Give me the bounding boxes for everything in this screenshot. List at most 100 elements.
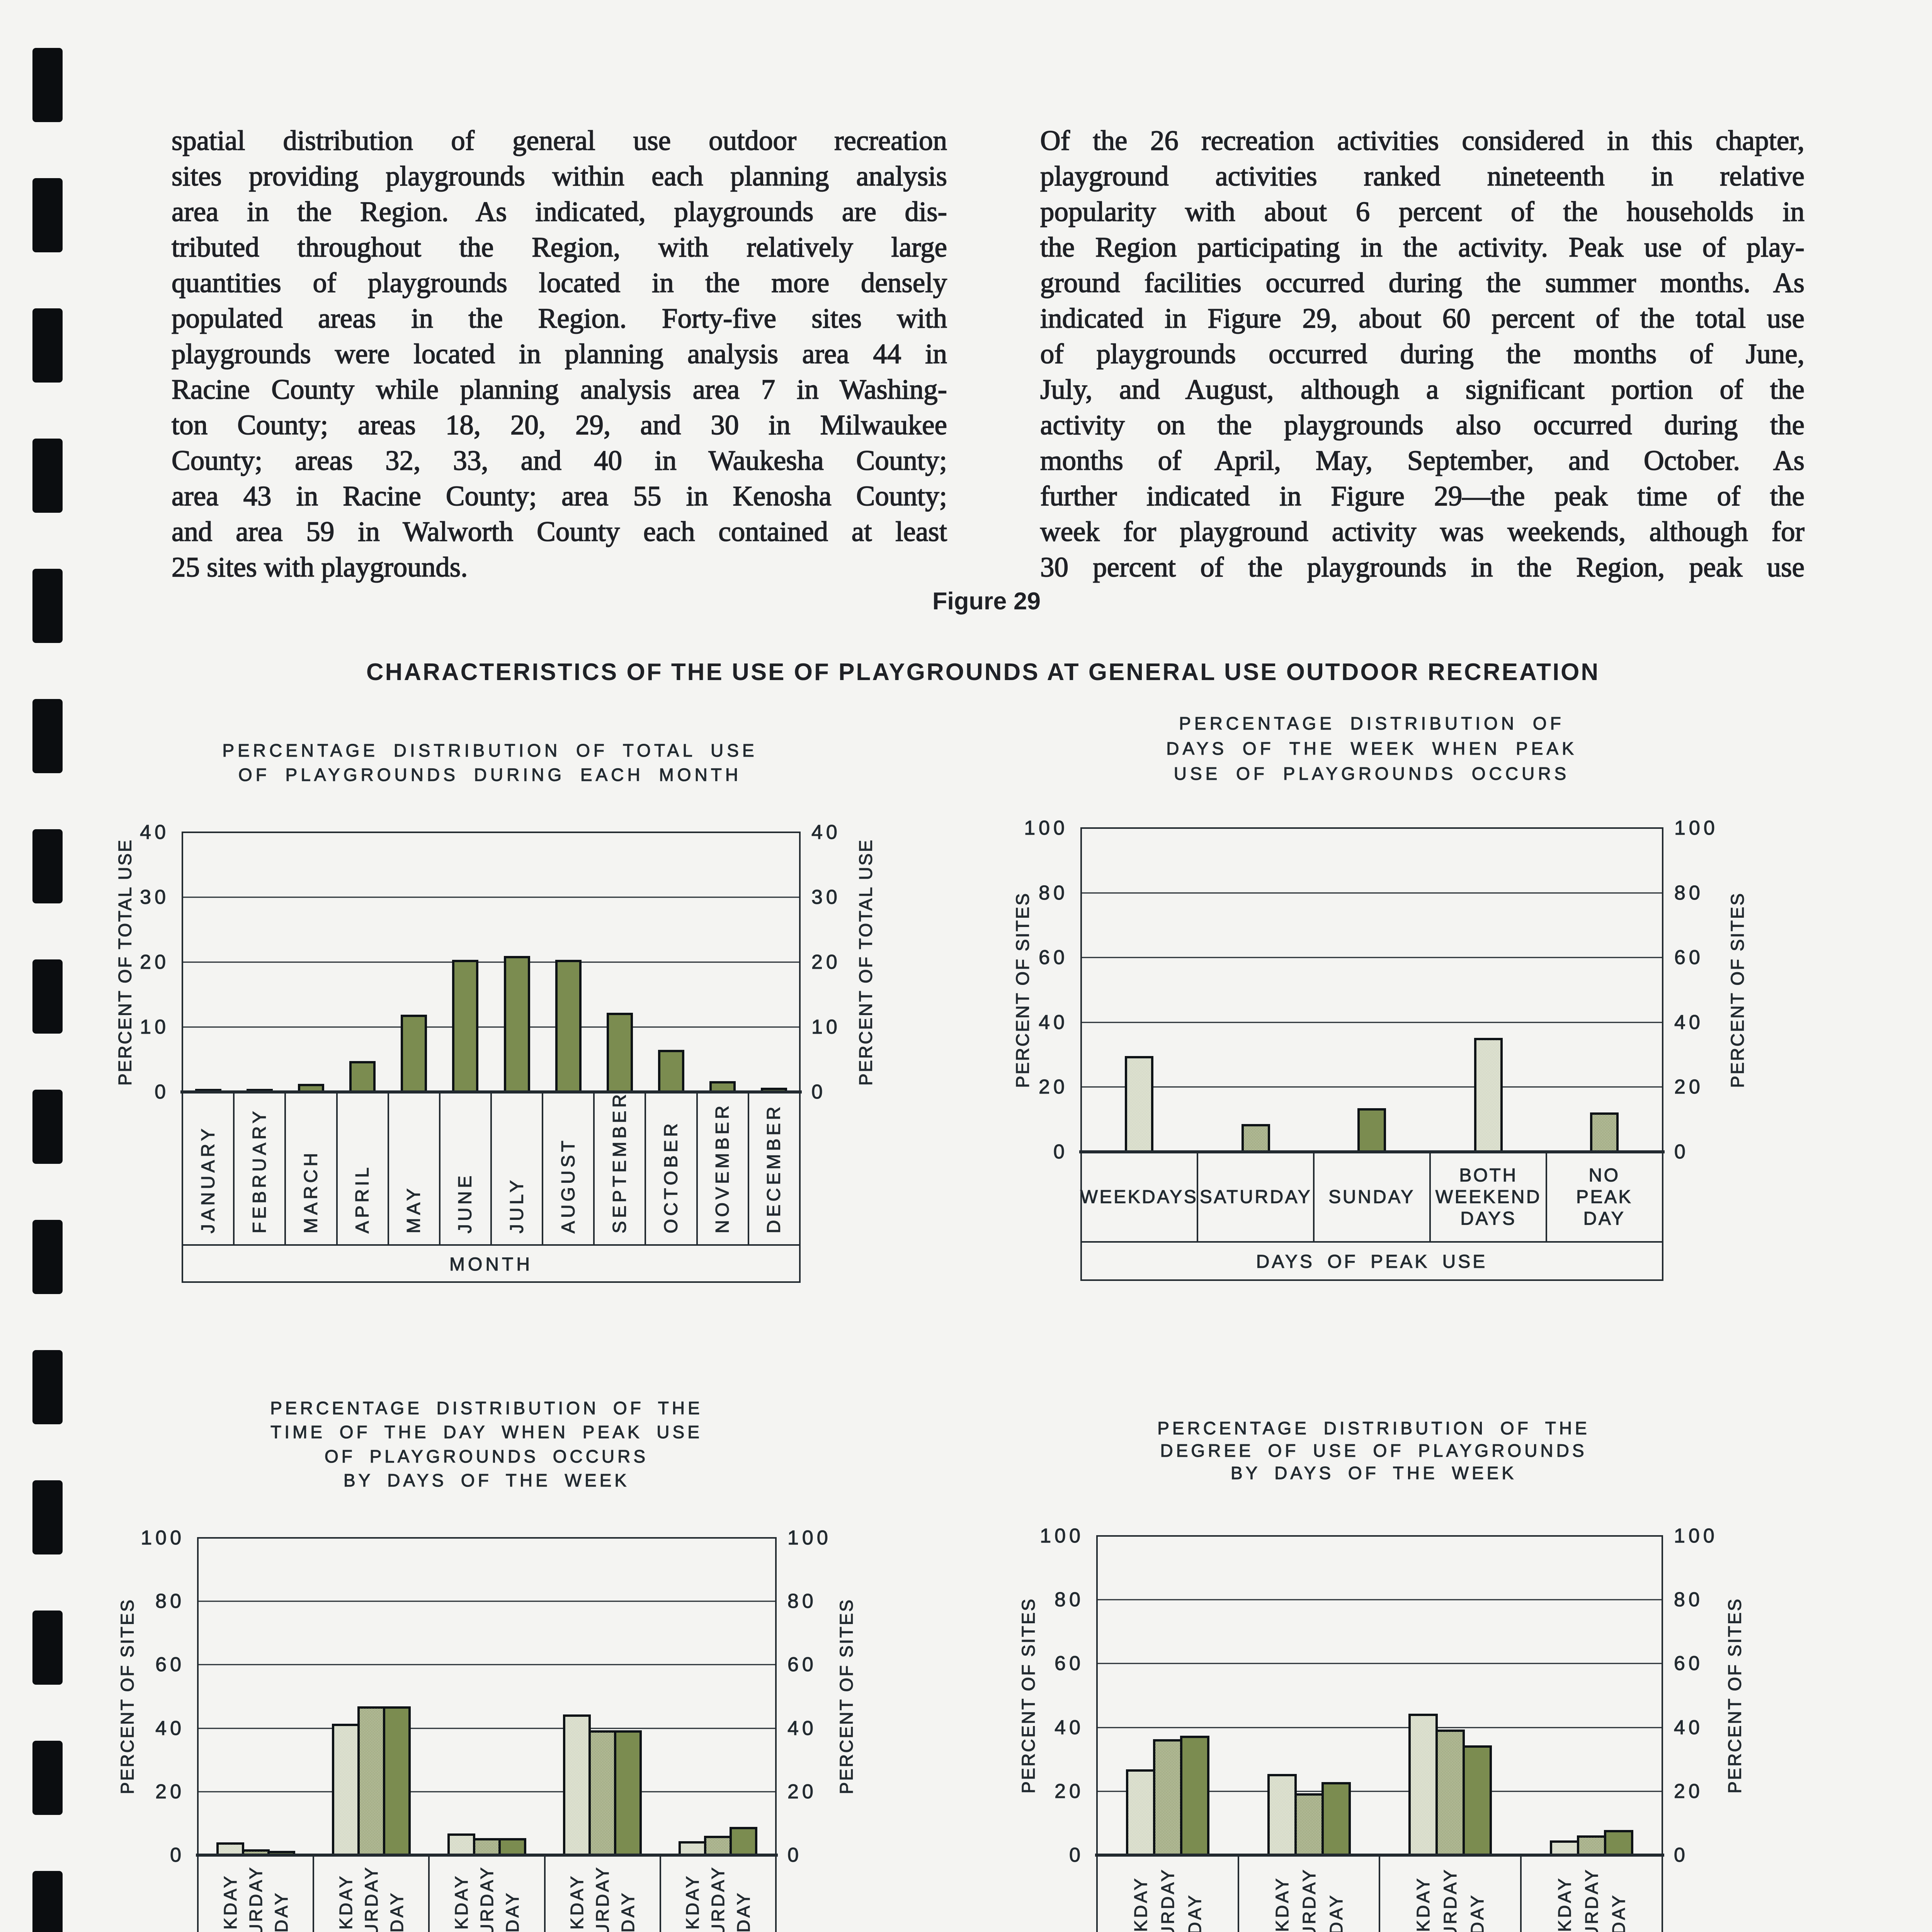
svg-text:0: 0 <box>787 1844 802 1866</box>
svg-text:PERCENT OF SITES: PERCENT OF SITES <box>1725 1598 1745 1794</box>
svg-text:WEEKDAY: WEEKDAY <box>220 1874 240 1932</box>
svg-text:SUNDAY: SUNDAY <box>502 1891 522 1932</box>
svg-text:SEPTEMBER: SEPTEMBER <box>610 1091 630 1233</box>
svg-text:TIME OF THE DAY WHEN PEAK USE: TIME OF THE DAY WHEN PEAK USE <box>270 1422 702 1442</box>
svg-text:40: 40 <box>811 821 841 844</box>
svg-text:JUNE: JUNE <box>455 1173 476 1233</box>
svg-text:SATURDAY: SATURDAY <box>246 1865 266 1932</box>
svg-text:40: 40 <box>1674 1011 1704 1034</box>
svg-text:SUNDAY: SUNDAY <box>1328 1187 1415 1208</box>
svg-text:10: 10 <box>811 1016 841 1038</box>
svg-text:PERCENT OF SITES: PERCENT OF SITES <box>117 1599 138 1794</box>
svg-text:100: 100 <box>1040 1525 1084 1547</box>
svg-text:SUNDAY: SUNDAY <box>618 1891 638 1932</box>
svg-text:30: 30 <box>811 886 841 908</box>
svg-text:80: 80 <box>1039 882 1068 904</box>
svg-text:100: 100 <box>1674 817 1718 839</box>
svg-text:APRIL: APRIL <box>352 1164 373 1233</box>
svg-text:20: 20 <box>1674 1780 1703 1803</box>
svg-text:OF PLAYGROUNDS DURING EACH MON: OF PLAYGROUNDS DURING EACH MONTH <box>238 765 742 785</box>
svg-text:20: 20 <box>811 951 841 973</box>
svg-text:DAY: DAY <box>1583 1209 1626 1229</box>
svg-text:40: 40 <box>1674 1716 1703 1739</box>
svg-text:NO: NO <box>1589 1165 1620 1186</box>
svg-text:SATURDAY: SATURDAY <box>1200 1187 1312 1208</box>
svg-text:WEEKDAY: WEEKDAY <box>1554 1876 1575 1932</box>
svg-text:WEEKEND: WEEKEND <box>1435 1187 1541 1208</box>
svg-text:PERCENTAGE DISTRIBUTION OF THE: PERCENTAGE DISTRIBUTION OF THE <box>1157 1418 1590 1438</box>
svg-text:0: 0 <box>170 1844 185 1866</box>
svg-text:AUGUST: AUGUST <box>558 1138 579 1233</box>
svg-text:DAYS OF PEAK USE: DAYS OF PEAK USE <box>1256 1252 1488 1272</box>
svg-text:SATURDAY: SATURDAY <box>361 1865 381 1932</box>
svg-text:SATURDAY: SATURDAY <box>477 1865 497 1932</box>
svg-text:60: 60 <box>787 1653 817 1676</box>
svg-text:USE OF PLAYGROUNDS OCCURS: USE OF PLAYGROUNDS OCCURS <box>1174 764 1570 784</box>
svg-text:40: 40 <box>155 1717 185 1740</box>
svg-text:WEEKDAYS: WEEKDAYS <box>1080 1187 1198 1208</box>
svg-text:SATURDAY: SATURDAY <box>1440 1867 1460 1932</box>
svg-text:PERCENTAGE DISTRIBUTION OF: PERCENTAGE DISTRIBUTION OF <box>1179 713 1565 733</box>
svg-text:100: 100 <box>141 1527 185 1549</box>
svg-text:SATURDAY: SATURDAY <box>1299 1867 1319 1932</box>
svg-text:DEGREE OF USE OF PLAYGROUNDS: DEGREE OF USE OF PLAYGROUNDS <box>1160 1440 1587 1461</box>
svg-text:0: 0 <box>155 1081 169 1103</box>
svg-text:OF PLAYGROUNDS OCCURS: OF PLAYGROUNDS OCCURS <box>325 1446 648 1466</box>
svg-text:WEEKDAY: WEEKDAY <box>1272 1876 1292 1932</box>
svg-text:SATURDAY: SATURDAY <box>592 1865 612 1932</box>
svg-text:80: 80 <box>1674 882 1704 904</box>
svg-text:MARCH: MARCH <box>301 1150 321 1233</box>
svg-text:60: 60 <box>155 1653 185 1676</box>
svg-text:BOTH: BOTH <box>1459 1165 1517 1186</box>
svg-text:BY DAYS OF THE WEEK: BY DAYS OF THE WEEK <box>344 1470 629 1490</box>
svg-text:40: 40 <box>1039 1011 1068 1034</box>
svg-text:80: 80 <box>787 1590 817 1612</box>
svg-text:DECEMBER: DECEMBER <box>764 1104 784 1233</box>
svg-text:PERCENT OF TOTAL USE: PERCENT OF TOTAL USE <box>855 838 876 1085</box>
svg-text:PERCENT OF SITES: PERCENT OF SITES <box>1727 892 1748 1088</box>
svg-text:100: 100 <box>1674 1525 1718 1547</box>
svg-text:20: 20 <box>1054 1780 1084 1803</box>
svg-text:WEEKDAY: WEEKDAY <box>336 1874 356 1932</box>
svg-text:JANUARY: JANUARY <box>198 1126 219 1233</box>
svg-text:SUNDAY: SUNDAY <box>387 1891 407 1932</box>
svg-text:WEEKDAY: WEEKDAY <box>1413 1876 1433 1932</box>
svg-text:PERCENT OF SITES: PERCENT OF SITES <box>1018 1598 1039 1794</box>
svg-text:10: 10 <box>140 1016 169 1038</box>
svg-text:PERCENT OF TOTAL USE: PERCENT OF TOTAL USE <box>115 838 135 1085</box>
svg-text:80: 80 <box>1674 1588 1703 1611</box>
svg-text:40: 40 <box>140 821 169 844</box>
svg-text:0: 0 <box>1674 1844 1689 1866</box>
svg-text:20: 20 <box>1674 1076 1704 1098</box>
svg-text:100: 100 <box>787 1527 832 1549</box>
svg-text:60: 60 <box>1674 1652 1703 1675</box>
svg-text:WEEKDAY: WEEKDAY <box>682 1874 702 1932</box>
svg-text:SUNDAY: SUNDAY <box>1609 1893 1629 1932</box>
svg-text:0: 0 <box>1053 1141 1068 1163</box>
svg-text:SATURDAY: SATURDAY <box>1582 1867 1602 1932</box>
svg-text:60: 60 <box>1054 1652 1084 1675</box>
svg-text:BY DAYS OF THE WEEK: BY DAYS OF THE WEEK <box>1231 1463 1517 1483</box>
svg-text:PERCENTAGE DISTRIBUTION OF TOT: PERCENTAGE DISTRIBUTION OF TOTAL USE <box>222 740 757 760</box>
svg-text:60: 60 <box>1674 946 1704 969</box>
svg-text:20: 20 <box>787 1781 817 1803</box>
svg-text:20: 20 <box>140 951 169 973</box>
svg-text:WEEKDAY: WEEKDAY <box>451 1874 471 1932</box>
svg-text:PEAK: PEAK <box>1576 1187 1633 1208</box>
svg-text:DAYS OF THE WEEK WHEN PEAK: DAYS OF THE WEEK WHEN PEAK <box>1166 738 1577 759</box>
svg-text:SUNDAY: SUNDAY <box>733 1891 753 1932</box>
svg-text:SUNDAY: SUNDAY <box>1326 1893 1346 1932</box>
svg-text:PERCENT OF SITES: PERCENT OF SITES <box>1012 892 1033 1088</box>
svg-text:PERCENTAGE DISTRIBUTION OF THE: PERCENTAGE DISTRIBUTION OF THE <box>270 1398 702 1418</box>
svg-text:80: 80 <box>155 1590 185 1612</box>
svg-text:SATURDAY: SATURDAY <box>708 1865 728 1932</box>
svg-text:MAY: MAY <box>404 1185 424 1233</box>
svg-text:SATURDAY: SATURDAY <box>1158 1867 1178 1932</box>
svg-text:SUNDAY: SUNDAY <box>1467 1893 1487 1932</box>
svg-text:JULY: JULY <box>507 1177 527 1233</box>
svg-text:WEEKDAY: WEEKDAY <box>567 1874 587 1932</box>
svg-text:100: 100 <box>1024 817 1068 839</box>
svg-text:20: 20 <box>1039 1076 1068 1098</box>
svg-text:40: 40 <box>1054 1716 1084 1739</box>
svg-text:0: 0 <box>1674 1141 1689 1163</box>
